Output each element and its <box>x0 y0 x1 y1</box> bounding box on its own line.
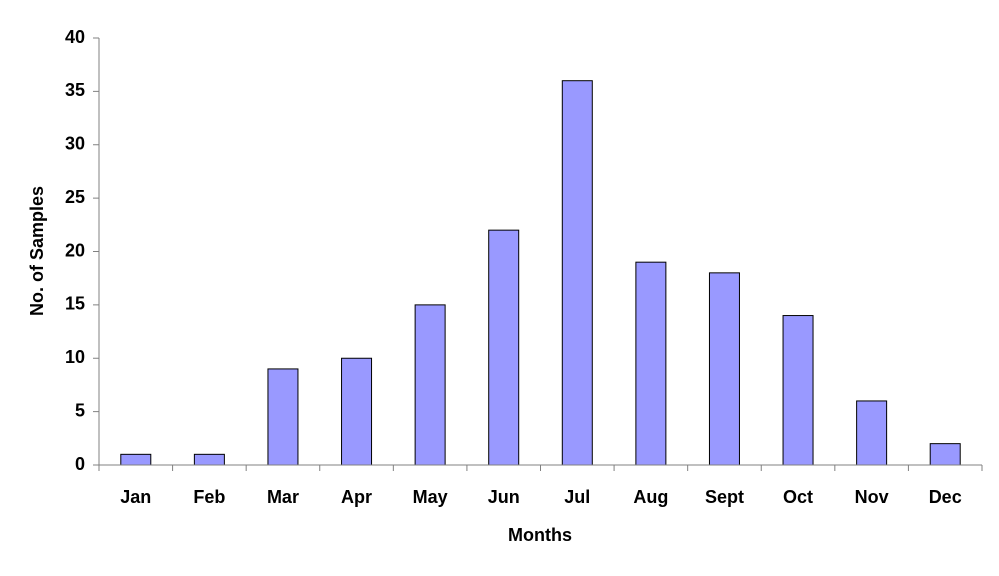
y-tick-label: 30 <box>65 134 85 154</box>
y-tick-label: 5 <box>75 400 85 420</box>
x-tick-label: Sept <box>705 487 744 507</box>
bar <box>267 368 299 466</box>
bar <box>414 304 446 466</box>
bar <box>782 315 814 466</box>
x-tick-label: Jan <box>120 487 151 507</box>
y-axis-label: No. of Samples <box>27 186 47 316</box>
x-tick-label: Aug <box>633 487 668 507</box>
bar <box>488 229 520 466</box>
x-axis-label: Months <box>508 525 572 545</box>
bar <box>120 453 152 466</box>
bar <box>929 443 961 466</box>
bar <box>341 357 373 466</box>
x-tick-label: Feb <box>193 487 225 507</box>
y-tick-label: 25 <box>65 187 85 207</box>
x-tick-label: Oct <box>783 487 813 507</box>
bar <box>561 80 593 466</box>
bar <box>635 261 667 466</box>
y-tick-label: 10 <box>65 347 85 367</box>
x-tick-label: Dec <box>929 487 962 507</box>
x-tick-label: Jun <box>488 487 520 507</box>
y-tick-label: 0 <box>75 454 85 474</box>
y-tick-label: 35 <box>65 80 85 100</box>
x-tick-label: May <box>413 487 448 507</box>
bar <box>856 400 888 466</box>
y-tick-label: 20 <box>65 240 85 260</box>
y-tick-label: 40 <box>65 27 85 47</box>
x-tick-label: Jul <box>564 487 590 507</box>
x-tick-label: Apr <box>341 487 372 507</box>
y-tick-label: 15 <box>65 294 85 314</box>
bar <box>193 453 225 466</box>
bar <box>708 272 740 466</box>
x-tick-label: Nov <box>855 487 889 507</box>
x-tick-label: Mar <box>267 487 299 507</box>
